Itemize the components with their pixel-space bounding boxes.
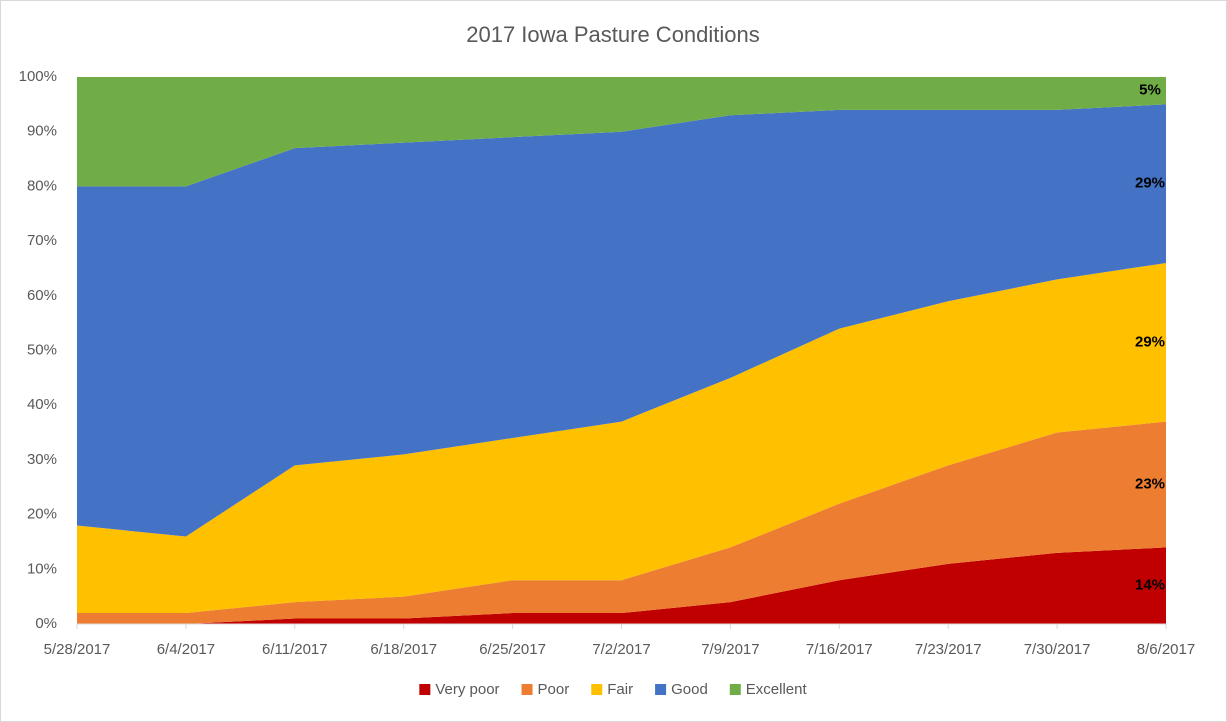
- legend-label: Fair: [607, 681, 633, 698]
- y-tick-label: 80%: [27, 177, 57, 194]
- legend-swatch: [591, 684, 603, 695]
- x-tick-label: 7/2/2017: [592, 641, 650, 658]
- legend-item: Fair: [591, 681, 633, 698]
- area: [77, 547, 1166, 624]
- x-tick-label: 7/9/2017: [701, 641, 759, 658]
- data-label: 14%: [1135, 577, 1165, 594]
- y-tick-label: 0%: [35, 615, 57, 632]
- legend-swatch: [729, 684, 741, 695]
- area: [77, 77, 1166, 187]
- legend-label: Very poor: [435, 681, 499, 698]
- data-label: 29%: [1135, 333, 1165, 350]
- x-tick-label: 6/18/2017: [370, 641, 437, 658]
- x-tick-label: 6/4/2017: [157, 641, 215, 658]
- x-tick-label: 5/28/2017: [44, 641, 111, 658]
- legend-swatch: [521, 684, 533, 695]
- y-tick-label: 50%: [27, 341, 57, 358]
- x-tick-label: 7/23/2017: [915, 641, 982, 658]
- x-tick-label: 6/11/2017: [262, 641, 328, 658]
- data-label: 5%: [1139, 82, 1161, 99]
- y-tick-label: 60%: [27, 287, 57, 304]
- legend-swatch: [419, 684, 431, 695]
- legend-swatch: [655, 684, 667, 695]
- x-tick-label: 8/6/2017: [1137, 641, 1195, 658]
- legend-item: Poor: [521, 681, 570, 698]
- y-tick-label: 20%: [27, 506, 57, 523]
- area: [77, 104, 1166, 537]
- x-tick-label: 7/30/2017: [1024, 641, 1091, 658]
- y-tick-label: 40%: [27, 396, 57, 413]
- x-tick-label: 7/16/2017: [806, 641, 873, 658]
- y-tick-label: 70%: [27, 232, 57, 249]
- legend-item: Excellent: [729, 681, 808, 698]
- legend-label: Good: [671, 681, 708, 698]
- y-tick-label: 90%: [27, 123, 57, 140]
- area: [77, 262, 1166, 614]
- area: [77, 421, 1166, 624]
- y-tick-label: 30%: [27, 451, 57, 468]
- legend-item: Very poor: [419, 681, 500, 698]
- data-label: 23%: [1135, 475, 1165, 492]
- legend-label: Excellent: [746, 681, 808, 698]
- legend-item: Good: [655, 681, 708, 698]
- y-tick-label: 100%: [19, 68, 57, 85]
- legend: Very poor Poor Fair Good Excellent: [419, 681, 807, 698]
- x-tick-label: 6/25/2017: [479, 641, 546, 658]
- data-label: 29%: [1135, 175, 1165, 192]
- y-tick-label: 10%: [27, 560, 57, 577]
- chart-title: 2017 Iowa Pasture Conditions: [466, 22, 760, 47]
- legend-label: Poor: [538, 681, 570, 698]
